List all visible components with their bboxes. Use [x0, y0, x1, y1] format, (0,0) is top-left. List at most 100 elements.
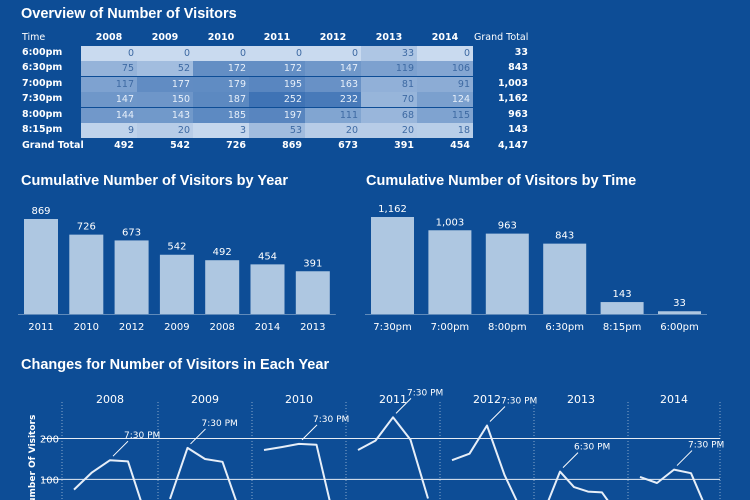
heat-cell — [137, 77, 193, 92]
heat-cell-value: 81 — [401, 79, 414, 90]
peak-annotation: 6:30 PM — [574, 443, 610, 453]
bar — [600, 302, 644, 314]
heat-cell-value: 143 — [171, 110, 190, 121]
heat-cell — [305, 61, 361, 76]
heat-cell-value: 252 — [283, 94, 302, 105]
column-total: 492 — [114, 140, 134, 151]
bar-value-label: 1,162 — [378, 204, 407, 215]
heat-cell — [137, 92, 193, 107]
heat-cell-value: 0 — [183, 48, 190, 59]
visitors-line — [169, 446, 237, 500]
category-label: 2009 — [164, 322, 189, 333]
heat-cell-value: 9 — [127, 125, 134, 136]
column-header-2009: 2009 — [151, 32, 179, 43]
column-header-2008: 2008 — [95, 32, 123, 43]
row-total: 843 — [508, 62, 528, 73]
by-time-title: Cumulative Number of Visitors by Time — [366, 173, 637, 189]
heat-cell — [81, 92, 137, 107]
heat-cell — [249, 77, 305, 92]
heat-cell — [361, 92, 417, 107]
heat-cell-value: 147 — [115, 94, 134, 105]
y-axis-title: Number Of Visitors — [28, 415, 38, 500]
y-tick-label: 200 — [40, 435, 59, 446]
heat-cell-value: 70 — [401, 94, 414, 105]
row-label: 8:15pm — [22, 124, 63, 135]
peak-annotation: 7:30 PM — [688, 441, 724, 451]
bar-value-label: 542 — [167, 242, 186, 253]
heat-cell-value: 232 — [339, 94, 358, 105]
bar — [295, 271, 330, 314]
heat-cell — [305, 92, 361, 107]
peak-annotation: 7:30 PM — [407, 388, 443, 398]
visitors-line — [451, 424, 518, 500]
heat-cell-value: 20 — [345, 125, 358, 136]
grand-total-column-header: Grand Total — [474, 32, 529, 43]
row-total: 33 — [514, 47, 528, 58]
row-header-label: Time — [22, 32, 46, 43]
panel-year-label: 2008 — [96, 393, 124, 406]
heat-cell-value: 115 — [451, 110, 470, 121]
heat-cell — [361, 108, 417, 123]
panel-year-label: 2009 — [191, 393, 219, 406]
heat-cell — [137, 123, 193, 138]
category-label: 2011 — [28, 322, 53, 333]
panel-year-label: 2012 — [473, 393, 501, 406]
column-total: 542 — [170, 140, 190, 151]
heat-cell-value: 18 — [457, 125, 470, 136]
column-total: 869 — [282, 140, 302, 151]
bar-value-label: 869 — [31, 206, 50, 217]
bar-value-label: 454 — [258, 251, 277, 262]
heat-cell — [361, 61, 417, 76]
heat-cell — [417, 61, 473, 76]
heat-cell-value: 68 — [401, 110, 414, 121]
row-total: 963 — [508, 109, 528, 120]
heat-cell-value: 33 — [401, 48, 414, 59]
heat-cell-value: 53 — [289, 125, 302, 136]
heat-cell — [81, 61, 137, 76]
overall-total: 4,147 — [497, 140, 528, 151]
heat-cell — [361, 123, 417, 138]
bar — [159, 254, 194, 314]
annotation-leader — [562, 452, 579, 468]
annotation-leader — [395, 397, 412, 414]
heat-cell-value: 3 — [239, 125, 246, 136]
heat-cell — [417, 123, 473, 138]
bar — [428, 230, 472, 314]
bar-value-label: 143 — [613, 289, 632, 300]
peak-annotation: 7:30 PM — [202, 419, 238, 429]
heat-cell — [417, 108, 473, 123]
heat-cell-value: 195 — [283, 79, 302, 90]
category-label: 6:30pm — [545, 322, 584, 333]
heat-cell — [305, 108, 361, 123]
column-header-2013: 2013 — [375, 32, 403, 43]
heat-cell-value: 172 — [227, 63, 246, 74]
heat-cell-value: 20 — [177, 125, 190, 136]
bar-value-label: 673 — [122, 227, 141, 238]
panel-year-label: 2010 — [285, 393, 313, 406]
heat-cell — [305, 123, 361, 138]
heat-cell-value: 0 — [351, 48, 358, 59]
heat-cell-value: 0 — [295, 48, 302, 59]
bar — [543, 243, 587, 314]
heat-cell — [305, 46, 361, 61]
heat-cell — [193, 108, 249, 123]
bar-value-label: 843 — [555, 231, 574, 242]
bar — [371, 217, 414, 314]
category-label: 2013 — [300, 322, 325, 333]
peak-annotation: 7:30 PM — [124, 431, 160, 441]
heat-cell-value: 144 — [115, 110, 134, 121]
heat-cell-value: 91 — [457, 79, 470, 90]
heat-cell — [417, 92, 473, 107]
bar — [114, 240, 149, 314]
column-header-2010: 2010 — [207, 32, 235, 43]
heat-cell-value: 52 — [177, 63, 190, 74]
visitors-line — [73, 459, 142, 500]
column-total: 391 — [394, 140, 414, 151]
heat-cell-value: 124 — [451, 94, 470, 105]
heat-cell-value: 197 — [283, 110, 302, 121]
bar — [24, 219, 58, 314]
heat-cell-value: 177 — [171, 79, 190, 90]
bar-value-label: 1,003 — [436, 217, 465, 228]
bar-chart-by-time: 1,162 7:30pm 1,003 7:00pm 963 8:00pm 843 6:30pm… — [365, 204, 707, 333]
category-label: 2012 — [119, 322, 144, 333]
